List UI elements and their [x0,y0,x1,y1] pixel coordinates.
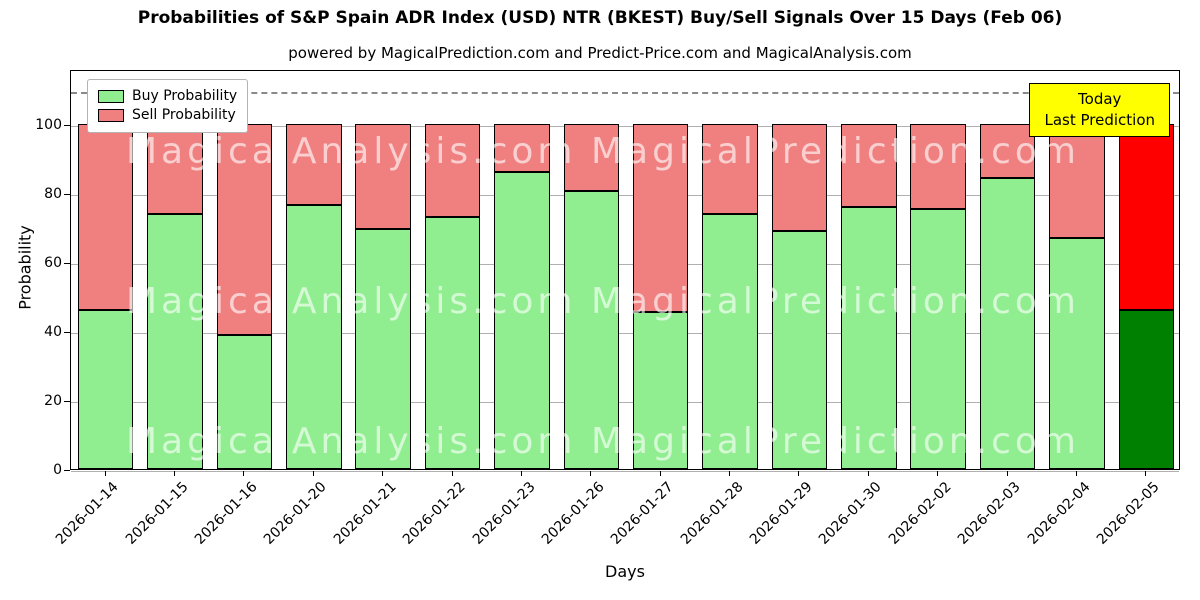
gridline [71,126,1179,128]
x-tick-label: 2026-01-27 [608,479,678,548]
x-tick-label: 2026-01-30 [816,479,886,548]
plot-area: MagicalAnalysis.com MagicalPrediction.com… [70,70,1180,472]
x-tick-label: 2026-01-28 [677,479,747,548]
sell-bar-2026-01-16 [216,124,273,335]
sell-bar-2026-01-21 [355,124,411,230]
legend-row-sell: Sell Probability [98,106,237,125]
bars-layer [71,71,1179,469]
buy-bar-2026-01-16 [216,334,273,469]
x-tick-label: 2026-01-14 [53,479,123,548]
x-tick-label: 2026-01-26 [538,479,608,548]
x-tick-label: 2026-02-03 [955,479,1024,548]
sell-bar-2026-01-15 [147,124,203,214]
sell-bar-2026-02-02 [910,124,966,209]
sell-bar-2026-01-26 [563,124,620,192]
x-tick-label: 2026-02-04 [1024,479,1094,548]
legend-sell-swatch [98,109,124,122]
legend: Buy Probability Sell Probability [87,79,249,133]
buy-bar-2026-02-05 [1118,310,1175,469]
chart-title: Probabilities of S&P Spain ADR Index (US… [137,8,1063,28]
legend-buy-swatch [98,90,124,103]
sell-bar-2026-01-30 [841,124,897,207]
sell-bar-2026-02-04 [1049,124,1105,238]
legend-row-buy: Buy Probability [98,87,237,106]
buy-bar-2026-01-30 [841,206,897,469]
buy-bar-2026-01-20 [286,205,342,469]
x-tick-label: 2026-01-20 [261,479,331,548]
threshold-dashed-line [71,91,1179,94]
y-tick-label: 100 [35,117,62,134]
x-tick-label: 2026-01-15 [122,479,192,548]
gridline [71,195,1179,197]
today-annotation: Today Last Prediction [1029,83,1170,137]
buy-bar-2026-02-03 [979,177,1036,469]
x-tick-label: 2026-01-22 [400,479,469,548]
sell-bar-2026-01-28 [702,124,758,214]
buy-bar-2026-01-27 [632,312,689,469]
buy-bar-2026-01-14 [77,310,134,469]
sell-bar-2026-02-05 [1118,124,1175,311]
x-tick-label: 2026-02-05 [1093,479,1163,548]
buy-bar-2026-01-29 [771,231,828,469]
y-tick-label: 0 [53,462,62,478]
sell-bar-2026-01-14 [77,124,134,311]
gridline [71,264,1179,266]
sell-bar-2026-01-27 [632,124,689,313]
sell-bar-2026-01-22 [424,124,481,218]
y-tick-label: 80 [44,186,62,203]
sell-bar-2026-02-03 [979,124,1036,178]
chart-subtitle: powered by MagicalPrediction.com and Pre… [288,44,912,62]
x-axis-label: Days [605,562,645,581]
buy-bar-2026-01-15 [147,213,203,469]
x-tick-label: 2026-01-29 [746,479,816,548]
sell-bar-2026-01-20 [286,124,342,206]
sell-bar-2026-01-29 [771,124,828,232]
annotation-line1: Today [1078,90,1122,108]
gridline [71,402,1179,404]
gridline [71,333,1179,335]
legend-buy-label: Buy Probability [132,88,238,104]
legend-sell-label: Sell Probability [132,107,236,123]
buy-bar-2026-01-22 [424,217,481,469]
buy-bar-2026-02-04 [1049,237,1105,469]
y-tick-label: 40 [44,324,62,341]
buy-bar-2026-01-26 [563,191,620,469]
x-tick-label: 2026-01-16 [191,479,261,548]
annotation-line2: Last Prediction [1044,111,1155,129]
gridline [71,471,1179,472]
y-tick-label: 60 [44,255,62,272]
x-tick-label: 2026-01-21 [330,479,400,548]
x-tick-label: 2026-01-23 [469,479,539,548]
buy-bar-2026-02-02 [910,208,966,469]
buy-bar-2026-01-21 [355,229,411,469]
y-tick-label: 20 [44,393,62,410]
y-axis-label: Probability [15,225,35,310]
buy-bar-2026-01-23 [494,172,550,469]
y-tick-mark [64,470,70,471]
x-tick-label: 2026-02-02 [885,479,955,548]
sell-bar-2026-01-23 [494,124,550,173]
buy-bar-2026-01-28 [702,213,758,469]
